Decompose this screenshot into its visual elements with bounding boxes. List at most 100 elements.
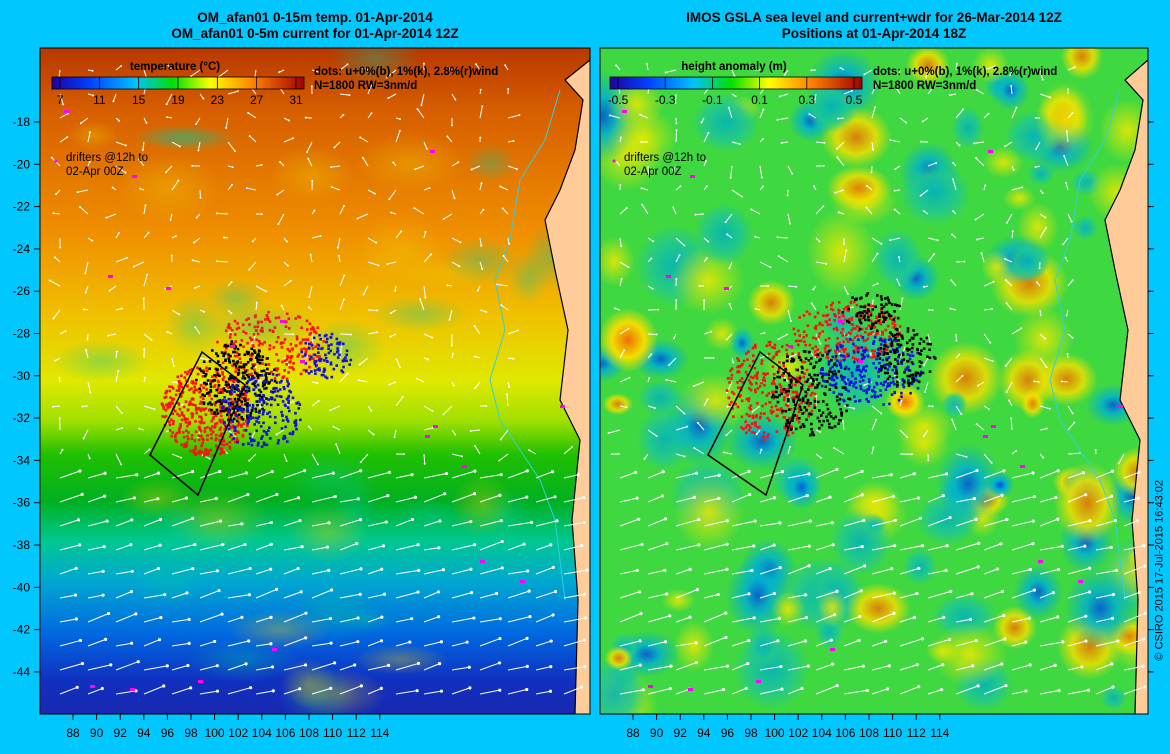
current-arrow-head: [327, 568, 331, 573]
anomaly-blob: [806, 209, 876, 295]
current-arrow: [983, 638, 1005, 647]
drifter-dot: [890, 303, 894, 306]
current-arrow-head: [172, 364, 175, 367]
drifter-dot: [763, 438, 766, 442]
drifter-dot: [826, 352, 829, 356]
current-arrow-head: [107, 334, 110, 337]
drifter-dot: [201, 450, 204, 454]
drifter-dot: [896, 343, 900, 346]
drifter-dot: [831, 384, 834, 387]
current-arrow-head: [251, 240, 254, 243]
drifter-dot: [227, 377, 231, 381]
current-arrow: [871, 107, 876, 119]
current-arrow-head: [939, 688, 944, 692]
drifter-dot: [784, 367, 787, 371]
current-arrow-head: [760, 176, 763, 179]
current-arrow: [227, 663, 247, 671]
current-arrow-head: [694, 66, 697, 69]
drifter-dot: [234, 399, 237, 402]
drifter-dot: [190, 387, 193, 390]
current-arrow: [871, 592, 895, 599]
drifter-dot: [833, 369, 837, 373]
drifter-dot: [807, 404, 811, 408]
drifter-dot: [235, 362, 239, 365]
current-arrow-head: [335, 443, 338, 446]
drifter-dot: [236, 440, 239, 444]
current-arrow: [339, 93, 350, 96]
current-arrow-head: [837, 117, 840, 120]
current-arrow: [307, 158, 313, 167]
current-arrow-head: [893, 374, 896, 377]
drifter-dot: [209, 382, 212, 386]
drifter-dot: [205, 392, 209, 395]
current-arrow: [395, 496, 416, 503]
drifter-dot: [275, 353, 278, 356]
current-arrow: [479, 618, 501, 623]
drifter-dot: [867, 378, 871, 381]
drifter-dot: [251, 382, 255, 386]
drifter-dot: [821, 376, 824, 379]
drifter-dot: [857, 329, 861, 333]
drifter-dot: [285, 415, 288, 419]
current-arrow-head: [146, 273, 149, 276]
current-arrow-head: [79, 206, 82, 209]
current-arrow-head: [995, 567, 1000, 571]
current-arrow-head: [319, 234, 322, 237]
current-arrow-head: [292, 400, 295, 403]
current-arrow-head: [450, 124, 453, 127]
current-arrow-head: [822, 205, 825, 208]
drifter-dot: [850, 318, 854, 321]
drifter-dot: [778, 393, 781, 397]
drifter-dot: [840, 374, 843, 378]
current-arrow-head: [776, 639, 780, 643]
drifter-dot: [282, 386, 286, 389]
drifter-dot: [891, 376, 895, 380]
current-arrow: [171, 592, 188, 599]
anomaly-blob: [935, 443, 1002, 524]
drifter-dot: [818, 351, 822, 355]
current-arrow-head: [215, 260, 218, 263]
current-arrow: [666, 379, 677, 383]
drifter-dot: [795, 391, 799, 395]
current-arrow: [675, 130, 678, 143]
drifter-dot: [798, 405, 802, 409]
current-arrow-head: [187, 641, 191, 645]
drifter-dot: [867, 400, 870, 404]
current-arrow: [420, 93, 425, 106]
current-arrow-head: [499, 185, 502, 188]
drifter-dot: [171, 397, 174, 400]
drifter-dot: [247, 375, 250, 379]
current-arrow: [871, 495, 894, 503]
current-arrow: [507, 521, 532, 527]
current-arrow: [311, 618, 331, 623]
current-arrow-head: [825, 262, 828, 265]
drifter-dot: [834, 354, 838, 358]
current-arrow: [311, 522, 330, 527]
drifter-dot: [176, 412, 179, 416]
current-arrow-head: [634, 470, 638, 474]
current-arrow: [535, 614, 554, 623]
drifter-dot: [789, 428, 793, 431]
left-title-line1: OM_afan01 0-15m temp. 01-Apr-2014: [197, 10, 433, 25]
current-arrow-head: [192, 241, 195, 244]
current-arrow-head: [269, 542, 273, 546]
drifter-dot: [183, 416, 187, 420]
drifter-dot: [841, 311, 845, 314]
drifter-dot: [801, 399, 805, 403]
current-arrow-head: [499, 438, 502, 441]
drifter-dot: [878, 346, 881, 350]
current-arrow: [814, 93, 817, 103]
current-arrow-head: [921, 120, 924, 123]
current-arrow-head: [650, 257, 653, 260]
current-arrow-head: [1005, 390, 1008, 393]
drifter-dot: [814, 386, 817, 389]
current-arrow-head: [141, 148, 144, 151]
drifter-dot: [246, 360, 250, 364]
drifter-dot: [863, 314, 866, 317]
drifter-dot: [223, 428, 227, 431]
current-arrow-head: [481, 105, 484, 108]
y-tick-label: -28: [13, 327, 31, 341]
current-arrow: [479, 261, 483, 270]
current-arrow: [283, 637, 306, 647]
drifter-dot: [872, 385, 876, 389]
